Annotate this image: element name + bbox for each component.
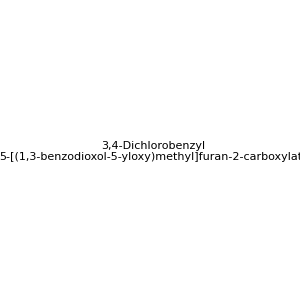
Text: 3,4-Dichlorobenzyl 5-[(1,3-benzodioxol-5-yloxy)methyl]furan-2-carboxylate: 3,4-Dichlorobenzyl 5-[(1,3-benzodioxol-5… bbox=[0, 141, 300, 162]
